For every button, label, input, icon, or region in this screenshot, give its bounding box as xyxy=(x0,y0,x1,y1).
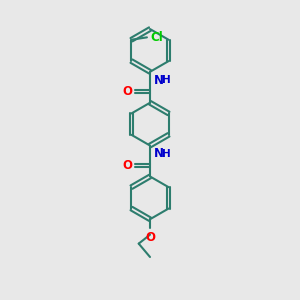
Text: H: H xyxy=(163,149,171,159)
Text: H: H xyxy=(163,75,171,85)
Text: O: O xyxy=(123,159,133,172)
Text: N: N xyxy=(154,74,164,87)
Text: O: O xyxy=(123,85,133,98)
Text: N: N xyxy=(154,147,164,161)
Text: O: O xyxy=(145,230,155,244)
Text: Cl: Cl xyxy=(150,31,163,44)
